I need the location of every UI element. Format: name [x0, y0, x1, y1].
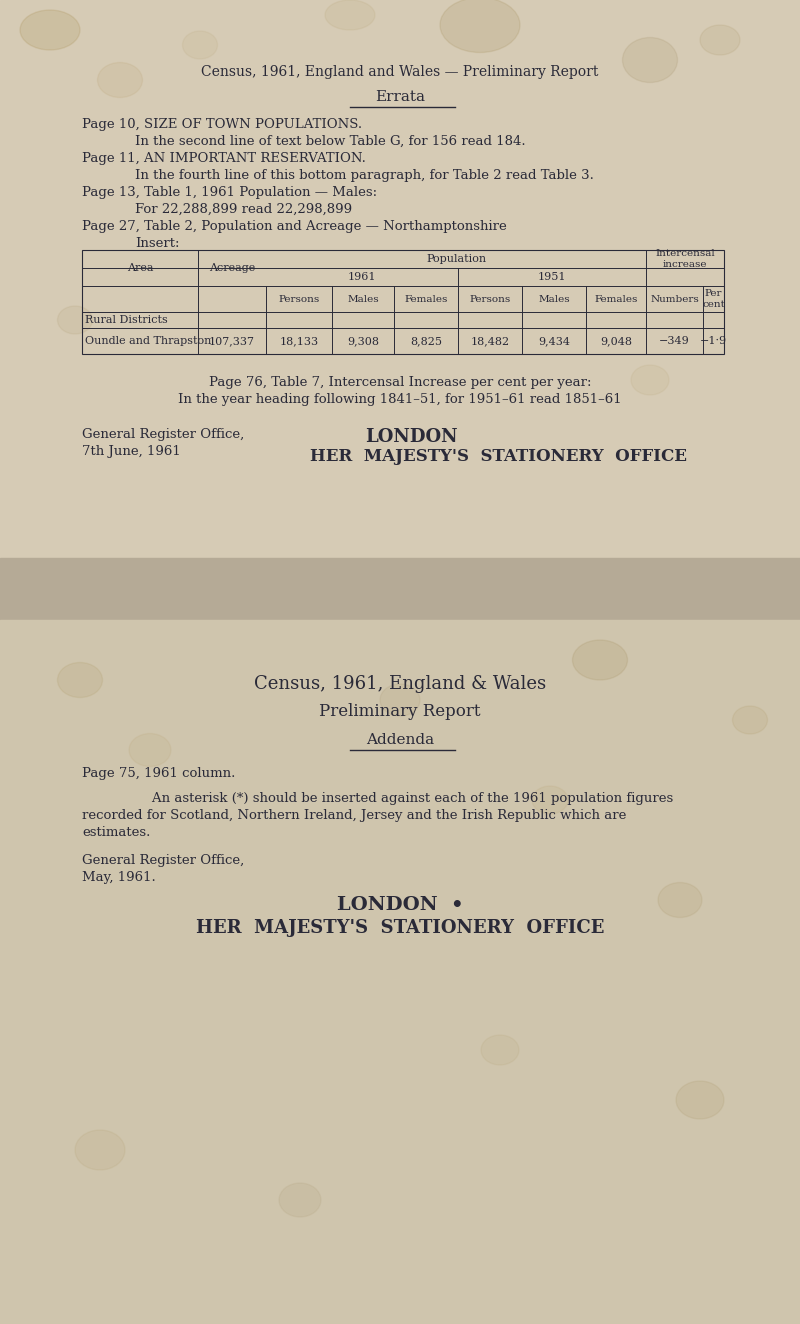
- Text: HER  MAJESTY'S  STATIONERY  OFFICE: HER MAJESTY'S STATIONERY OFFICE: [196, 919, 604, 937]
- Text: Page 76, Table 7, Intercensal Increase per cent per year:: Page 76, Table 7, Intercensal Increase p…: [209, 376, 591, 389]
- Text: Page 13, Table 1, 1961 Population — Males:: Page 13, Table 1, 1961 Population — Male…: [82, 185, 377, 199]
- Text: 1961: 1961: [348, 271, 376, 282]
- Bar: [82, 250, 724, 354]
- Ellipse shape: [380, 685, 420, 716]
- Text: In the second line of text below Table G, for 156 read 184.: In the second line of text below Table G…: [135, 135, 526, 148]
- Text: 9,048: 9,048: [600, 336, 632, 346]
- Text: Addenda: Addenda: [366, 733, 434, 747]
- Text: Acreage: Acreage: [209, 263, 255, 273]
- Text: For 22,288,899 read 22,298,899: For 22,288,899 read 22,298,899: [135, 203, 352, 216]
- Text: Insert:: Insert:: [135, 237, 179, 250]
- Ellipse shape: [98, 62, 142, 98]
- Text: Errata: Errata: [375, 90, 425, 105]
- Text: Females: Females: [594, 294, 638, 303]
- Ellipse shape: [182, 30, 218, 60]
- Text: 9,308: 9,308: [347, 336, 379, 346]
- Ellipse shape: [481, 1035, 519, 1064]
- Text: Intercensal
increase: Intercensal increase: [655, 249, 715, 269]
- Ellipse shape: [440, 0, 520, 53]
- Text: 7th June, 1961: 7th June, 1961: [82, 445, 181, 458]
- Text: Census, 1961, England and Wales — Preliminary Report: Census, 1961, England and Wales — Prelim…: [202, 65, 598, 79]
- Text: LONDON: LONDON: [365, 428, 458, 446]
- Text: General Register Office,: General Register Office,: [82, 428, 244, 441]
- Bar: [0, 620, 800, 1324]
- Text: Page 27, Table 2, Population and Acreage — Northamptonshire: Page 27, Table 2, Population and Acreage…: [82, 220, 506, 233]
- Bar: [0, 0, 800, 557]
- Text: Rural Districts: Rural Districts: [85, 315, 168, 324]
- Ellipse shape: [700, 25, 740, 56]
- Ellipse shape: [58, 662, 102, 698]
- Text: 107,337: 107,337: [209, 336, 255, 346]
- Text: Page 75, 1961 column.: Page 75, 1961 column.: [82, 767, 235, 780]
- Text: General Register Office,: General Register Office,: [82, 854, 244, 867]
- Text: −349: −349: [659, 336, 690, 346]
- Text: Census, 1961, England & Wales: Census, 1961, England & Wales: [254, 675, 546, 692]
- Text: −1·9: −1·9: [700, 336, 727, 346]
- Ellipse shape: [733, 706, 767, 733]
- Text: Persons: Persons: [470, 294, 510, 303]
- Ellipse shape: [58, 306, 93, 334]
- Text: In the fourth line of this bottom paragraph, for Table 2 read Table 3.: In the fourth line of this bottom paragr…: [135, 169, 594, 181]
- Text: 9,434: 9,434: [538, 336, 570, 346]
- Ellipse shape: [676, 1080, 724, 1119]
- Text: 18,133: 18,133: [279, 336, 318, 346]
- Text: Females: Females: [404, 294, 448, 303]
- Text: Males: Males: [538, 294, 570, 303]
- Text: An asterisk (*) should be inserted against each of the 1961 population figures: An asterisk (*) should be inserted again…: [135, 792, 674, 805]
- Text: Page 10, SIZE OF TOWN POPULATIONS.: Page 10, SIZE OF TOWN POPULATIONS.: [82, 118, 362, 131]
- Text: In the year heading following 1841–51, for 1951–61 read 1851–61: In the year heading following 1841–51, f…: [178, 393, 622, 406]
- Text: Area: Area: [126, 263, 154, 273]
- Text: Numbers: Numbers: [650, 294, 699, 303]
- Ellipse shape: [279, 1184, 321, 1217]
- Text: 1951: 1951: [538, 271, 566, 282]
- Text: LONDON  •: LONDON •: [337, 896, 463, 914]
- Text: recorded for Scotland, Northern Ireland, Jersey and the Irish Republic which are: recorded for Scotland, Northern Ireland,…: [82, 809, 626, 822]
- Text: Per
cent: Per cent: [702, 290, 725, 308]
- Ellipse shape: [532, 786, 568, 814]
- Ellipse shape: [75, 1129, 125, 1170]
- Ellipse shape: [325, 0, 375, 30]
- Text: Page 11, AN IMPORTANT RESERVATION.: Page 11, AN IMPORTANT RESERVATION.: [82, 152, 366, 166]
- Ellipse shape: [631, 365, 669, 395]
- Text: Oundle and Thrapston: Oundle and Thrapston: [85, 336, 211, 346]
- Text: Population: Population: [426, 254, 486, 263]
- Text: May, 1961.: May, 1961.: [82, 871, 156, 884]
- Bar: [0, 557, 800, 620]
- Ellipse shape: [129, 733, 171, 767]
- Text: Males: Males: [347, 294, 379, 303]
- Text: Preliminary Report: Preliminary Report: [319, 703, 481, 720]
- Ellipse shape: [658, 883, 702, 918]
- Ellipse shape: [573, 639, 627, 681]
- Ellipse shape: [20, 11, 80, 50]
- Text: Persons: Persons: [278, 294, 320, 303]
- Ellipse shape: [622, 37, 678, 82]
- Text: HER  MAJESTY'S  STATIONERY  OFFICE: HER MAJESTY'S STATIONERY OFFICE: [310, 448, 687, 465]
- Text: estimates.: estimates.: [82, 826, 150, 839]
- Text: 18,482: 18,482: [470, 336, 510, 346]
- Text: 8,825: 8,825: [410, 336, 442, 346]
